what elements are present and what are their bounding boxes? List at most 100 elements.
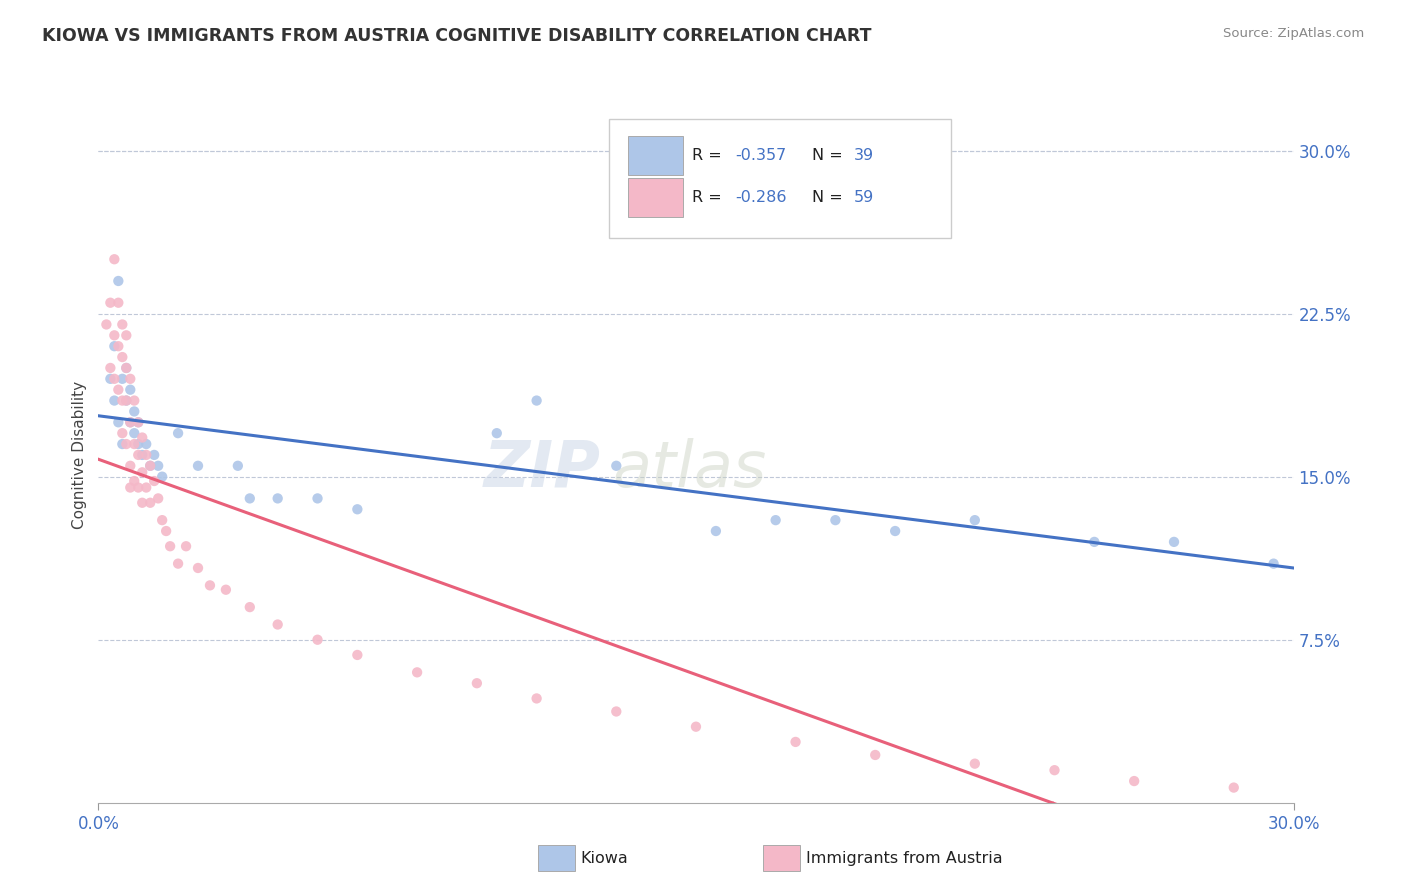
Y-axis label: Cognitive Disability: Cognitive Disability	[72, 381, 87, 529]
Point	[485, 426, 508, 441]
Point	[148, 458, 170, 473]
Point	[605, 458, 627, 473]
Point	[148, 491, 170, 506]
FancyBboxPatch shape	[609, 119, 950, 238]
Point	[120, 458, 142, 473]
Point	[103, 328, 125, 343]
Point	[103, 252, 125, 267]
FancyBboxPatch shape	[628, 136, 683, 175]
Text: Immigrants from Austria: Immigrants from Austria	[806, 851, 1002, 865]
Text: Kiowa: Kiowa	[581, 851, 628, 865]
Point	[863, 747, 887, 762]
Text: -0.286: -0.286	[735, 190, 787, 205]
Point	[605, 705, 627, 719]
Point	[120, 415, 142, 429]
Point	[167, 426, 190, 441]
Point	[143, 474, 166, 488]
Point	[111, 350, 134, 364]
Point	[107, 274, 129, 288]
Point	[135, 437, 157, 451]
Text: N =: N =	[811, 190, 848, 205]
Point	[963, 513, 986, 527]
Point	[174, 539, 197, 553]
Point	[103, 372, 125, 386]
Text: R =: R =	[692, 148, 727, 163]
Point	[124, 426, 146, 441]
Point	[107, 295, 129, 310]
Point	[120, 481, 142, 495]
Point	[124, 393, 146, 408]
Point	[226, 458, 249, 473]
Point	[143, 448, 166, 462]
Text: N =: N =	[811, 148, 848, 163]
Point	[1083, 535, 1105, 549]
Text: R =: R =	[692, 190, 727, 205]
Point	[111, 426, 134, 441]
Point	[346, 648, 368, 662]
Point	[100, 295, 122, 310]
Point	[111, 372, 134, 386]
Point	[127, 437, 149, 451]
Point	[124, 437, 146, 451]
Point	[307, 632, 329, 647]
Point	[215, 582, 238, 597]
Point	[526, 691, 548, 706]
Point	[107, 383, 129, 397]
Point	[167, 557, 190, 571]
Point	[115, 328, 138, 343]
Point	[187, 561, 209, 575]
Point	[824, 513, 846, 527]
Point	[124, 474, 146, 488]
Point	[1043, 763, 1066, 777]
Point	[187, 458, 209, 473]
Point	[115, 360, 138, 375]
Point	[239, 491, 262, 506]
Point	[107, 415, 129, 429]
Point	[131, 466, 153, 480]
Text: ZIP: ZIP	[484, 438, 600, 500]
Point	[135, 448, 157, 462]
Point	[963, 756, 986, 771]
Point	[100, 372, 122, 386]
Point	[198, 578, 221, 592]
Point	[159, 539, 181, 553]
Point	[120, 372, 142, 386]
Point	[111, 318, 134, 332]
Point	[1263, 557, 1285, 571]
FancyBboxPatch shape	[628, 178, 683, 217]
Point	[103, 339, 125, 353]
Point	[135, 481, 157, 495]
Point	[120, 383, 142, 397]
Point	[307, 491, 329, 506]
Point	[139, 458, 162, 473]
Point	[465, 676, 488, 690]
Point	[150, 513, 173, 527]
Point	[704, 524, 727, 538]
Point	[1222, 780, 1246, 795]
Point	[155, 524, 177, 538]
Point	[406, 665, 429, 680]
Point	[96, 318, 118, 332]
Point	[100, 360, 122, 375]
Point	[127, 448, 149, 462]
Point	[127, 415, 149, 429]
Text: 39: 39	[853, 148, 875, 163]
Text: 59: 59	[853, 190, 875, 205]
Point	[127, 415, 149, 429]
Point	[127, 481, 149, 495]
Point	[267, 491, 290, 506]
Point	[115, 360, 138, 375]
Point	[131, 448, 153, 462]
Point	[785, 735, 807, 749]
Point	[1163, 535, 1185, 549]
Point	[884, 524, 907, 538]
Point	[139, 496, 162, 510]
Point	[111, 393, 134, 408]
Point	[139, 458, 162, 473]
Point	[131, 496, 153, 510]
Point	[115, 393, 138, 408]
Point	[131, 431, 153, 445]
Point	[124, 404, 146, 418]
Text: -0.357: -0.357	[735, 148, 787, 163]
Point	[120, 415, 142, 429]
